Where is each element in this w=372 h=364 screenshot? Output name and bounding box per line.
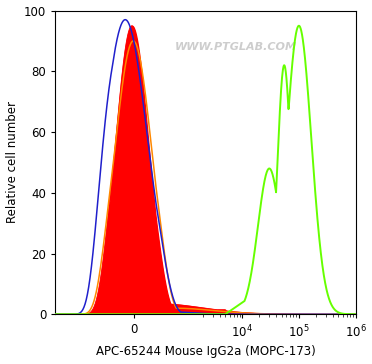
Text: WWW.PTGLAB.COM: WWW.PTGLAB.COM (174, 42, 296, 52)
Y-axis label: Relative cell number: Relative cell number (6, 102, 19, 223)
X-axis label: APC-65244 Mouse IgG2a (MOPC-173): APC-65244 Mouse IgG2a (MOPC-173) (96, 345, 315, 359)
